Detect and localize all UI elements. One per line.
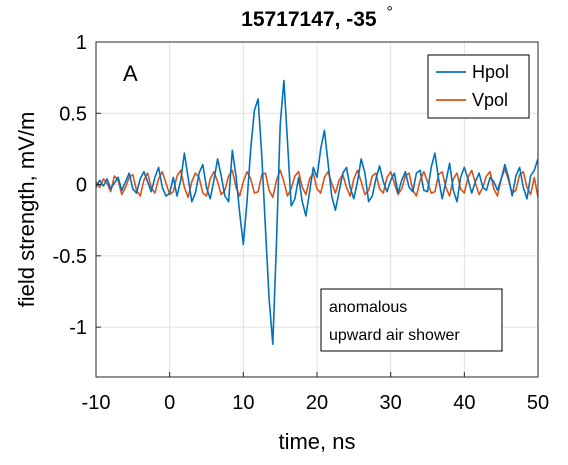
x-tick-label: 0 [164,392,175,414]
x-tick-label: -10 [82,392,111,414]
y-tick-label: -0.5 [53,246,87,268]
plot-lines [96,79,538,346]
legend-label-hpol: Hpol [472,62,509,82]
y-tick-label: 0.5 [59,103,87,125]
y-tick-label: 0 [76,175,87,197]
legend-box [427,54,530,119]
legend: Hpol Vpol [427,54,530,119]
panel-label: A [123,61,138,86]
series-line-vpol [96,168,538,199]
x-axis-label: time, ns [278,429,355,454]
x-tick-label: 10 [232,392,254,414]
x-tick-label: 30 [380,392,402,414]
chart-title: 15717147, -35 ° [241,4,393,31]
axis-ticks: -10 0 10 20 30 40 50 -1 -0.5 0 0.5 1 [53,32,550,414]
annotation-border [320,288,503,352]
x-tick-label: 40 [453,392,475,414]
y-tick-label: -1 [69,317,87,339]
x-tick-label: 50 [527,392,549,414]
chart-title-symbol: ° [386,4,392,21]
annotation-line-1: anomalous [329,299,407,316]
y-axis-label: field strength, mV/m [14,112,39,308]
legend-label-vpol: Vpol [472,90,508,110]
y-tick-label: 1 [76,32,87,54]
chart-title-text: 15717147, -35 [241,8,377,31]
annotation-line-2: upward air shower [329,327,460,344]
x-tick-label: 20 [306,392,328,414]
series-line-hpol [96,79,538,346]
annotation-box: anomalous upward air shower [320,288,503,352]
